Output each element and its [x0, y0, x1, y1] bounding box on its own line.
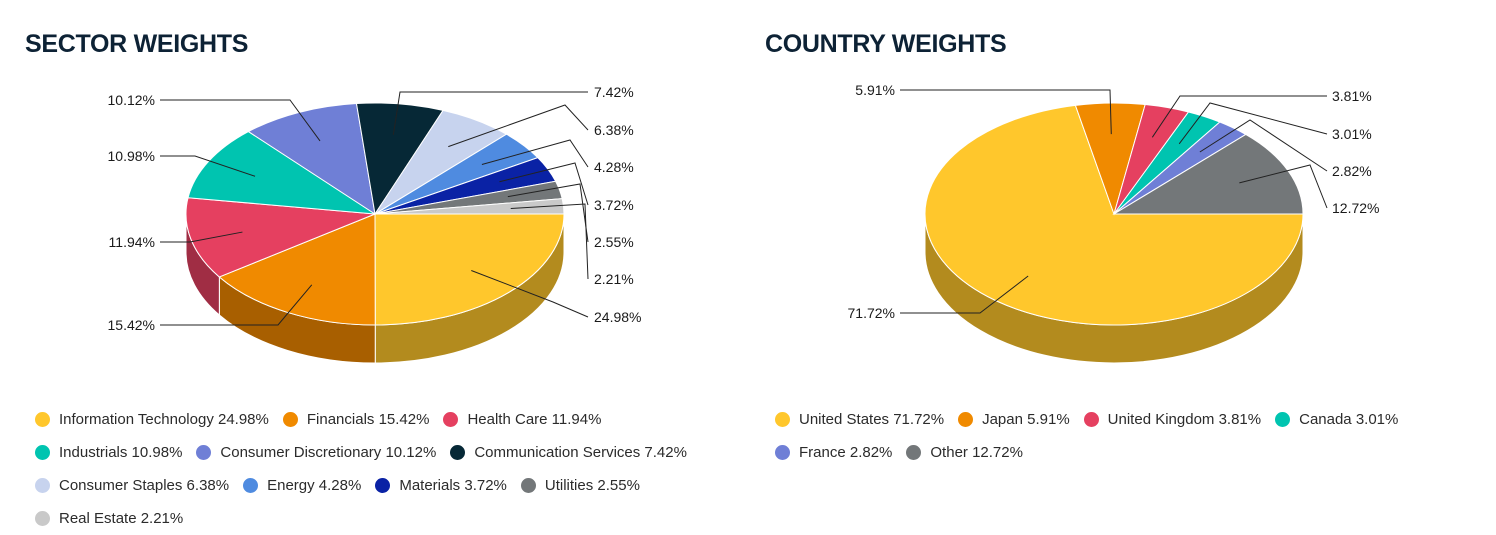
- data-label-united-kingdom: 3.81%: [1332, 88, 1372, 104]
- sector-weights-pie-chart: 24.98% 15.42% 11.94% 10.98% 10.12% 7.42% 6.38%…: [108, 84, 641, 364]
- sector-weights-legend: Information Technology 24.98% Financials …: [35, 403, 740, 535]
- leader-line-consumer-staples: [448, 104, 589, 148]
- data-label-real-estate: 2.21%: [594, 271, 634, 287]
- legend-label-france: France 2.82%: [799, 444, 893, 461]
- legend-swatch-japan: [958, 412, 974, 427]
- legend-label-japan: Japan 5.91%: [982, 411, 1070, 428]
- country-weights-pie-chart: 71.72% 5.91% 3.81% 3.01% 2.82% 12.72%: [848, 82, 1379, 364]
- country-weights-title: COUNTRY WEIGHTS: [765, 30, 1007, 58]
- data-label-health-care: 11.94%: [109, 234, 155, 250]
- country-weights-panel: COUNTRY WEIGHTS 71.72% 5.91% 3.81% 3.01% 2.8…: [740, 0, 1496, 534]
- legend-item-energy[interactable]: Energy 4.28%: [243, 469, 361, 502]
- leader-line-united-kingdom: [1151, 95, 1327, 138]
- data-label-consumer-staples: 6.38%: [594, 122, 634, 138]
- legend-label-united-states: United States 71.72%: [799, 411, 945, 428]
- data-label-consumer-discretionary: 10.12%: [108, 92, 155, 108]
- leader-line-health-care: [160, 231, 243, 243]
- pie-slice-financials[interactable]: [218, 213, 376, 326]
- legend-swatch-canada: [1275, 412, 1291, 427]
- leader-line-industrials: [160, 155, 256, 177]
- legend-item-united-states[interactable]: United States 71.72%: [775, 403, 944, 436]
- legend-swatch-united-kingdom: [1083, 412, 1099, 427]
- legend-item-materials[interactable]: Materials 3.72%: [375, 469, 507, 502]
- legend-item-information-technology[interactable]: Information Technology 24.98%: [35, 403, 269, 436]
- pie-slice-health-care[interactable]: [185, 197, 376, 278]
- legend-item-canada[interactable]: Canada 3.01%: [1275, 403, 1398, 436]
- legend-item-health-care[interactable]: Health Care 11.94%: [443, 403, 601, 436]
- legend-item-other[interactable]: Other 12.72%: [906, 436, 1023, 469]
- legend-label-materials: Materials 3.72%: [399, 477, 507, 494]
- leader-line-united-states: [900, 275, 1029, 314]
- legend-swatch-france: [775, 445, 790, 460]
- legend-label-information-technology: Information Technology 24.98%: [59, 411, 269, 428]
- legend-swatch-energy: [243, 478, 259, 493]
- leader-line-materials: [499, 162, 589, 206]
- legend-item-consumer-discretionary[interactable]: Consumer Discretionary 10.12%: [196, 436, 436, 469]
- legend-swatch-materials: [375, 478, 391, 493]
- country-weights-legend: United States 71.72% Japan 5.91% United Ki…: [775, 403, 1495, 469]
- legend-label-real-estate: Real Estate 2.21%: [59, 510, 184, 527]
- legend-item-real-estate[interactable]: Real Estate 2.21%: [35, 502, 183, 535]
- data-label-information-technology: 24.98%: [594, 309, 641, 325]
- leader-line-real-estate: [510, 203, 589, 280]
- legend-label-health-care: Health Care 11.94%: [467, 411, 602, 428]
- data-label-industrials: 10.98%: [108, 148, 155, 164]
- data-label-energy: 4.28%: [594, 159, 634, 175]
- leader-line-france: [1199, 119, 1328, 172]
- legend-label-communication-services: Communication Services 7.42%: [474, 444, 687, 461]
- data-label-other: 12.72%: [1332, 200, 1379, 216]
- legend-swatch-united-states: [775, 412, 790, 427]
- data-label-communication-services: 7.42%: [594, 84, 634, 100]
- data-label-united-states: 71.72%: [848, 305, 895, 321]
- legend-swatch-consumer-discretionary: [196, 445, 212, 460]
- legend-item-utilities[interactable]: Utilities 2.55%: [520, 469, 640, 502]
- data-label-japan: 5.91%: [855, 82, 895, 98]
- legend-label-united-kingdom: United Kingdom 3.81%: [1107, 411, 1262, 428]
- legend-swatch-financials: [282, 412, 298, 427]
- sector-weights-panel: SECTOR WEIGHTS 24.98% 15.42% 11.94% 10.98% 1…: [0, 0, 740, 534]
- leader-line-energy: [481, 139, 589, 168]
- legend-item-japan[interactable]: Japan 5.91%: [958, 403, 1070, 436]
- legend-label-industrials: Industrials 10.98%: [59, 444, 183, 461]
- legend-item-financials[interactable]: Financials 15.42%: [282, 403, 430, 436]
- legend-label-other: Other 12.72%: [930, 444, 1023, 461]
- legend-swatch-industrials: [35, 445, 50, 460]
- legend-label-financials: Financials 15.42%: [306, 411, 430, 428]
- legend-swatch-information-technology: [35, 412, 50, 427]
- legend-item-france[interactable]: France 2.82%: [775, 436, 892, 469]
- legend-swatch-utilities: [520, 478, 536, 493]
- legend-label-consumer-staples: Consumer Staples 6.38%: [59, 477, 230, 494]
- legend-swatch-consumer-staples: [35, 478, 50, 493]
- legend-swatch-health-care: [443, 412, 459, 427]
- leader-line-other: [1239, 164, 1328, 209]
- pie-slice-information-technology[interactable]: [374, 213, 565, 326]
- legend-item-consumer-staples[interactable]: Consumer Staples 6.38%: [35, 469, 229, 502]
- leader-line-japan: [900, 89, 1112, 135]
- leader-line-information-technology: [471, 270, 589, 318]
- pie-slice-real-estate[interactable]: [374, 198, 565, 215]
- legend-label-canada: Canada 3.01%: [1299, 411, 1399, 428]
- legend-swatch-other: [906, 445, 922, 460]
- data-label-materials: 3.72%: [594, 197, 634, 213]
- legend-item-united-kingdom[interactable]: United Kingdom 3.81%: [1083, 403, 1262, 436]
- pie-slice-industrials[interactable]: [187, 130, 376, 215]
- legend-label-utilities: Utilities 2.55%: [544, 477, 640, 494]
- data-label-financials: 15.42%: [108, 317, 155, 333]
- data-label-canada: 3.01%: [1332, 126, 1372, 142]
- leader-line-canada: [1178, 102, 1328, 145]
- data-label-france: 2.82%: [1332, 163, 1372, 179]
- legend-label-consumer-discretionary: Consumer Discretionary 10.12%: [220, 444, 437, 461]
- legend-item-industrials[interactable]: Industrials 10.98%: [35, 436, 182, 469]
- leader-line-financials: [160, 284, 313, 326]
- leader-line-communication-services: [392, 91, 588, 135]
- legend-label-energy: Energy 4.28%: [267, 477, 362, 494]
- leader-line-consumer-discretionary: [160, 99, 321, 142]
- data-label-utilities: 2.55%: [594, 234, 634, 250]
- legend-swatch-communication-services: [450, 445, 466, 460]
- legend-item-communication-services[interactable]: Communication Services 7.42%: [450, 436, 687, 469]
- sector-weights-title: SECTOR WEIGHTS: [25, 30, 249, 58]
- legend-swatch-real-estate: [35, 511, 50, 526]
